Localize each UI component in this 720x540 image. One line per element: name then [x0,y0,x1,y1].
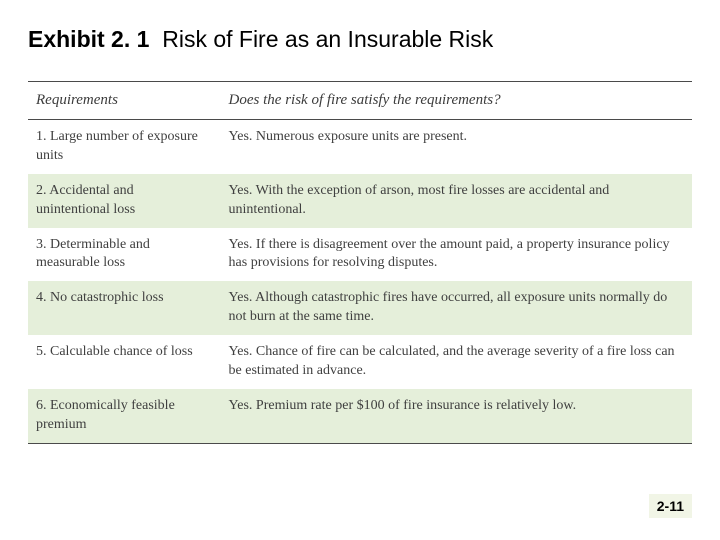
cell-requirement: 3. Determinable and measurable loss [28,228,221,282]
cell-requirement: 2. Accidental and unintentional loss [28,174,221,228]
table-body: 1. Large number of exposure units Yes. N… [28,120,692,444]
table-header-row: Requirements Does the risk of fire satis… [28,82,692,120]
table-row: 2. Accidental and unintentional loss Yes… [28,174,692,228]
cell-requirement: 4. No catastrophic loss [28,281,221,335]
cell-answer: Yes. Chance of fire can be calculated, a… [221,335,692,389]
cell-answer: Yes. If there is disagreement over the a… [221,228,692,282]
cell-answer: Yes. With the exception of arson, most f… [221,174,692,228]
cell-requirement: 6. Economically feasible premium [28,389,221,443]
table-row: 5. Calculable chance of loss Yes. Chance… [28,335,692,389]
exhibit-subtitle: Risk of Fire as an Insurable Risk [162,26,493,52]
cell-requirement: 1. Large number of exposure units [28,120,221,174]
exhibit-number: Exhibit 2. 1 [28,26,149,52]
slide: Exhibit 2. 1 Risk of Fire as an Insurabl… [0,0,720,540]
exhibit-title: Exhibit 2. 1 Risk of Fire as an Insurabl… [28,26,692,53]
table-row: 1. Large number of exposure units Yes. N… [28,120,692,174]
table-row: 4. No catastrophic loss Yes. Although ca… [28,281,692,335]
table-row: 3. Determinable and measurable loss Yes.… [28,228,692,282]
col-header-requirements: Requirements [28,82,221,120]
table-row: 6. Economically feasible premium Yes. Pr… [28,389,692,443]
cell-requirement: 5. Calculable chance of loss [28,335,221,389]
cell-answer: Yes. Premium rate per $100 of fire insur… [221,389,692,443]
col-header-answer: Does the risk of fire satisfy the requir… [221,82,692,120]
requirements-table: Requirements Does the risk of fire satis… [28,81,692,444]
cell-answer: Yes. Numerous exposure units are present… [221,120,692,174]
cell-answer: Yes. Although catastrophic fires have oc… [221,281,692,335]
page-number: 2-11 [649,494,692,518]
